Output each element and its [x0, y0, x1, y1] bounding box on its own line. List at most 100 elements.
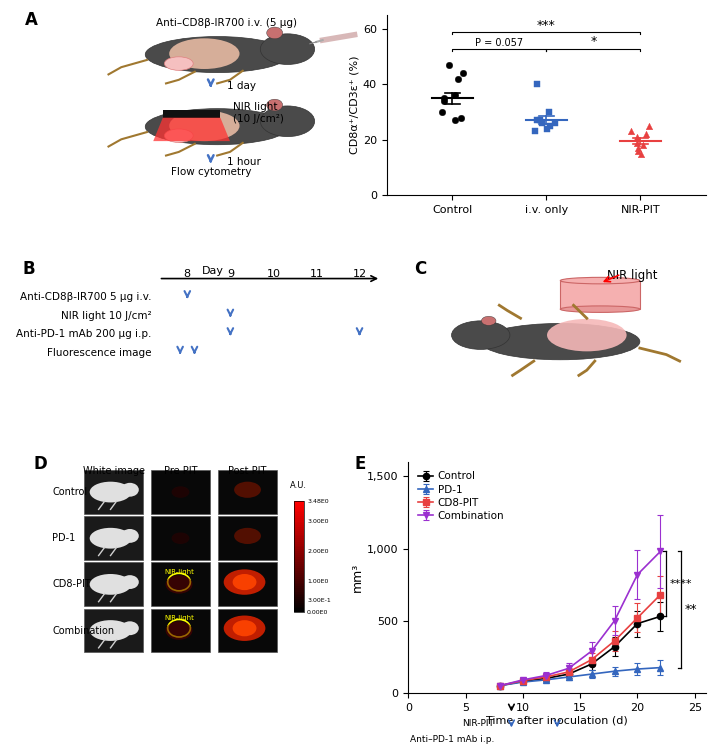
- Text: *: *: [590, 35, 596, 48]
- Point: [550, 117, 561, 129]
- Ellipse shape: [233, 574, 256, 590]
- Point: [531, 114, 543, 126]
- Point: [542, 123, 553, 135]
- Point: [633, 145, 644, 156]
- Text: Control: Control: [52, 487, 87, 497]
- Bar: [293, 534, 304, 536]
- Ellipse shape: [480, 323, 640, 360]
- Bar: [293, 504, 304, 507]
- Bar: [293, 582, 304, 584]
- Bar: [151, 516, 210, 560]
- Ellipse shape: [233, 620, 256, 636]
- Ellipse shape: [90, 620, 131, 641]
- Text: A: A: [25, 11, 39, 29]
- Bar: [293, 503, 304, 505]
- Bar: [293, 501, 304, 612]
- Text: Anti-PD-1 mAb 200 μg i.p.: Anti-PD-1 mAb 200 μg i.p.: [16, 329, 151, 339]
- Ellipse shape: [165, 575, 192, 594]
- Text: CD8-PIT: CD8-PIT: [52, 580, 91, 589]
- Bar: [293, 507, 304, 509]
- Bar: [293, 530, 304, 533]
- Point: [543, 106, 555, 118]
- Ellipse shape: [90, 574, 131, 595]
- Point: [449, 114, 461, 126]
- Ellipse shape: [223, 569, 266, 595]
- Text: 1 hour: 1 hour: [226, 157, 261, 167]
- Text: NIR light 10 J/cm²: NIR light 10 J/cm²: [61, 311, 151, 320]
- Bar: [293, 557, 304, 559]
- Bar: [163, 110, 221, 118]
- Text: 1.00E0: 1.00E0: [307, 579, 328, 583]
- Text: E: E: [355, 455, 366, 473]
- Bar: [151, 562, 210, 606]
- Ellipse shape: [561, 306, 640, 312]
- Text: ***: ***: [537, 19, 555, 31]
- Bar: [218, 562, 277, 606]
- Ellipse shape: [234, 528, 261, 544]
- Text: 11: 11: [309, 269, 323, 279]
- Ellipse shape: [266, 99, 282, 111]
- Bar: [293, 543, 304, 545]
- Circle shape: [121, 621, 139, 635]
- Text: Anti-CD8β-IR700 5 μg i.v.: Anti-CD8β-IR700 5 μg i.v.: [20, 292, 151, 302]
- Bar: [293, 584, 304, 586]
- Bar: [218, 516, 277, 560]
- Point: [643, 120, 654, 132]
- Bar: [293, 569, 304, 571]
- Bar: [84, 470, 143, 514]
- Text: Anti–CD8β-IR700 i.v. (5 μg): Anti–CD8β-IR700 i.v. (5 μg): [157, 18, 297, 28]
- Bar: [218, 609, 277, 653]
- Ellipse shape: [172, 533, 189, 544]
- Bar: [293, 545, 304, 548]
- Text: 2.00E0: 2.00E0: [307, 548, 328, 554]
- Y-axis label: CD8α⁺/CD3ε⁺ (%): CD8α⁺/CD3ε⁺ (%): [350, 56, 360, 154]
- Bar: [293, 519, 304, 522]
- Point: [438, 95, 450, 107]
- Text: 10: 10: [266, 269, 280, 279]
- Point: [531, 78, 543, 90]
- Bar: [293, 558, 304, 560]
- Bar: [293, 571, 304, 574]
- Bar: [293, 560, 304, 562]
- Text: A.U.: A.U.: [290, 481, 307, 489]
- Bar: [293, 608, 304, 610]
- Bar: [293, 523, 304, 525]
- Point: [537, 117, 548, 129]
- Text: ****: ****: [670, 579, 692, 589]
- Bar: [293, 592, 304, 594]
- Text: NIR light
(10 J/cm²): NIR light (10 J/cm²): [233, 102, 284, 124]
- Bar: [293, 567, 304, 570]
- Ellipse shape: [146, 109, 289, 145]
- Bar: [293, 589, 304, 592]
- Bar: [293, 574, 304, 577]
- Text: 3.00E-1: 3.00E-1: [307, 598, 331, 603]
- Bar: [293, 599, 304, 601]
- Ellipse shape: [234, 482, 261, 498]
- Bar: [293, 524, 304, 527]
- Text: 1 day: 1 day: [226, 81, 256, 91]
- Bar: [293, 593, 304, 595]
- Ellipse shape: [561, 277, 640, 284]
- Bar: [293, 609, 304, 612]
- Point: [452, 73, 464, 85]
- Bar: [218, 470, 277, 514]
- Text: C: C: [414, 260, 427, 278]
- Bar: [293, 514, 304, 516]
- Circle shape: [261, 106, 314, 136]
- Text: 0.00E0: 0.00E0: [307, 609, 328, 615]
- Ellipse shape: [90, 528, 131, 548]
- Text: 9: 9: [227, 269, 234, 279]
- Bar: [293, 528, 304, 531]
- Point: [438, 92, 450, 104]
- Text: White image: White image: [82, 466, 144, 475]
- Text: Post PIT: Post PIT: [229, 466, 266, 475]
- Bar: [293, 580, 304, 583]
- Text: Pre PIT: Pre PIT: [164, 466, 197, 475]
- Bar: [293, 508, 304, 510]
- Ellipse shape: [169, 110, 240, 141]
- Legend: Control, PD-1, CD8-PIT, Combination: Control, PD-1, CD8-PIT, Combination: [414, 467, 508, 525]
- Ellipse shape: [165, 57, 193, 70]
- Text: Fluorescence image: Fluorescence image: [47, 348, 151, 358]
- Text: 12: 12: [352, 269, 367, 279]
- Point: [631, 131, 643, 143]
